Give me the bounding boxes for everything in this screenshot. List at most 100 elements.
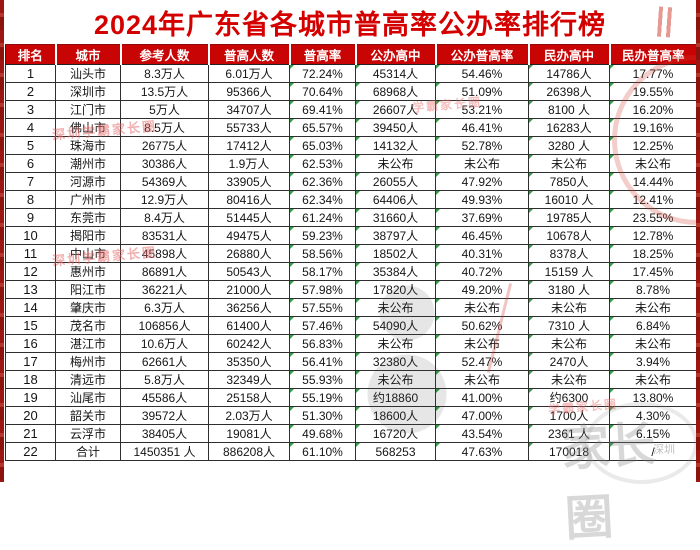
cell: 3180 人 xyxy=(528,280,610,299)
cell: 19 xyxy=(5,388,56,407)
left-red-border xyxy=(0,0,4,482)
cell: 惠州市 xyxy=(55,262,121,281)
cell: 35384人 xyxy=(355,262,436,281)
cell: 2 xyxy=(5,82,56,101)
table-row: 18 清远市 5.8万人 32349人 55.93% 未公布 未公布 未公布 未公布 xyxy=(5,370,697,389)
cell: 8378人 xyxy=(528,244,610,263)
cell: 65.03% xyxy=(289,136,356,155)
right-red-border xyxy=(696,0,700,482)
cell: 45898人 xyxy=(120,244,209,263)
cell: 未公布 xyxy=(435,334,529,353)
table-row: 7 河源市 54369人 33905人 62.36% 26055人 47.92% 7850人 1… xyxy=(5,172,697,191)
cell: 2470人 xyxy=(528,352,610,371)
cell: 19.16% xyxy=(609,118,697,137)
cell: 未公布 xyxy=(355,154,436,173)
table-row: 4 佛山市 8.5万人 55733人 65.57% 39450人 46.41% 16283人 1… xyxy=(5,118,697,137)
cell: 茂名市 xyxy=(55,316,121,335)
cell: 未公布 xyxy=(435,370,529,389)
cell: 未公布 xyxy=(528,334,610,353)
cell: 未公布 xyxy=(609,298,697,317)
cell: 886208人 xyxy=(208,442,290,461)
cell: 潮州市 xyxy=(55,154,121,173)
cell: 13.80% xyxy=(609,388,697,407)
cell: 39450人 xyxy=(355,118,436,137)
cell: 30386人 xyxy=(120,154,209,173)
cell: 合计 xyxy=(55,442,121,461)
cell: 12.25% xyxy=(609,136,697,155)
cell: 59.23% xyxy=(289,226,356,245)
cell: 51.09% xyxy=(435,82,529,101)
cell: 未公布 xyxy=(435,154,529,173)
cell: 16 xyxy=(5,334,56,353)
table-row: 10 揭阳市 83531人 49475人 59.23% 38797人 46.45% 10678… xyxy=(5,226,697,245)
cell: 未公布 xyxy=(528,370,610,389)
cell: 57.98% xyxy=(289,280,356,299)
table-row: 19 汕尾市 45586人 25158人 55.19% 约18860 41.00% 约6300… xyxy=(5,388,697,407)
col-header-public-hs: 公办高中 xyxy=(354,44,436,65)
table-row: 20 韶关市 39572人 2.03万人 51.30% 18600人 47.00% 1700人… xyxy=(5,406,697,425)
cell: 约18860 xyxy=(355,388,436,407)
cell: 16.20% xyxy=(609,100,697,119)
cell: 26055人 xyxy=(355,172,436,191)
cell: 49475人 xyxy=(208,226,290,245)
cell: / xyxy=(609,442,697,461)
cell: 6.3万人 xyxy=(120,298,209,317)
cell: 12.41% xyxy=(609,190,697,209)
cell: 佛山市 xyxy=(55,118,121,137)
col-header-exam-takers: 参考人数 xyxy=(119,44,209,65)
page-title: 2024年广东省各城市普高率公办率排行榜 xyxy=(93,10,607,40)
cell: 54.46% xyxy=(435,64,529,83)
cell: 58.17% xyxy=(289,262,356,281)
cell: 中山市 xyxy=(55,244,121,263)
table-body: 1 汕头市 8.3万人 6.01万人 72.24% 45314人 54.46% 14786人 1… xyxy=(5,64,697,461)
header-row: 排名 城市 参考人数 普高人数 普高率 公办高中 公办普高率 民办高中 民办普高… xyxy=(5,44,697,65)
table-row: 3 江门市 5万人 34707人 69.41% 26607人 53.21% 8100 人 16.… xyxy=(5,100,697,119)
table-row: 14 肇庆市 6.3万人 36256人 57.55% 未公布 未公布 未公布 未公布 xyxy=(5,298,697,317)
cell: 19785人 xyxy=(528,208,610,227)
cell: 55733人 xyxy=(208,118,290,137)
cell: 1450351 人 xyxy=(120,442,209,461)
cell: 18502人 xyxy=(355,244,436,263)
cell: 16720人 xyxy=(355,424,436,443)
cell: 52.47% xyxy=(435,352,529,371)
cell: 21000人 xyxy=(208,280,290,299)
table-row: 12 惠州市 86891人 50543人 58.17% 35384人 40.72% 15159… xyxy=(5,262,697,281)
cell: 16010 人 xyxy=(528,190,610,209)
cell: 106856人 xyxy=(120,316,209,335)
cell: 3280 人 xyxy=(528,136,610,155)
cell: 21 xyxy=(5,424,56,443)
cell: 57.55% xyxy=(289,298,356,317)
cell: 54090人 xyxy=(355,316,436,335)
table-row: 21 云浮市 38405人 19081人 49.68% 16720人 43.54% 2361 … xyxy=(5,424,697,443)
cell: 5 xyxy=(5,136,56,155)
col-header-rank: 排名 xyxy=(5,44,56,65)
cell: 49.93% xyxy=(435,190,529,209)
cell: 47.92% xyxy=(435,172,529,191)
table-row: 11 中山市 45898人 26880人 58.56% 18502人 40.31% 8378人… xyxy=(5,244,697,263)
cell: 3.94% xyxy=(609,352,697,371)
cell: 清远市 xyxy=(55,370,121,389)
cell: 4 xyxy=(5,118,56,137)
cell: 梅州市 xyxy=(55,352,121,371)
cell: 17412人 xyxy=(208,136,290,155)
cell: 45586人 xyxy=(120,388,209,407)
cell: 62.34% xyxy=(289,190,356,209)
table-row: 5 珠海市 26775人 17412人 65.03% 14132人 52.78% 3280 人… xyxy=(5,136,697,155)
cell: 东莞市 xyxy=(55,208,121,227)
cell: 揭阳市 xyxy=(55,226,121,245)
col-header-public-rate: 公办普高率 xyxy=(434,44,529,65)
cell: 56.41% xyxy=(289,352,356,371)
col-header-private-hs: 民办高中 xyxy=(527,44,610,65)
cell: 83531人 xyxy=(120,226,209,245)
cell: 64406人 xyxy=(355,190,436,209)
cell: 70.64% xyxy=(289,82,356,101)
cell: 未公布 xyxy=(609,334,697,353)
cell: 35350人 xyxy=(208,352,290,371)
cell: 65.57% xyxy=(289,118,356,137)
cell: 46.45% xyxy=(435,226,529,245)
cell: 58.56% xyxy=(289,244,356,263)
cell: 40.31% xyxy=(435,244,529,263)
table-row: 16 湛江市 10.6万人 60242人 56.83% 未公布 未公布 未公布 未公布 xyxy=(5,334,697,353)
cell: 6.01万人 xyxy=(208,64,290,83)
cell: 61.10% xyxy=(289,442,356,461)
